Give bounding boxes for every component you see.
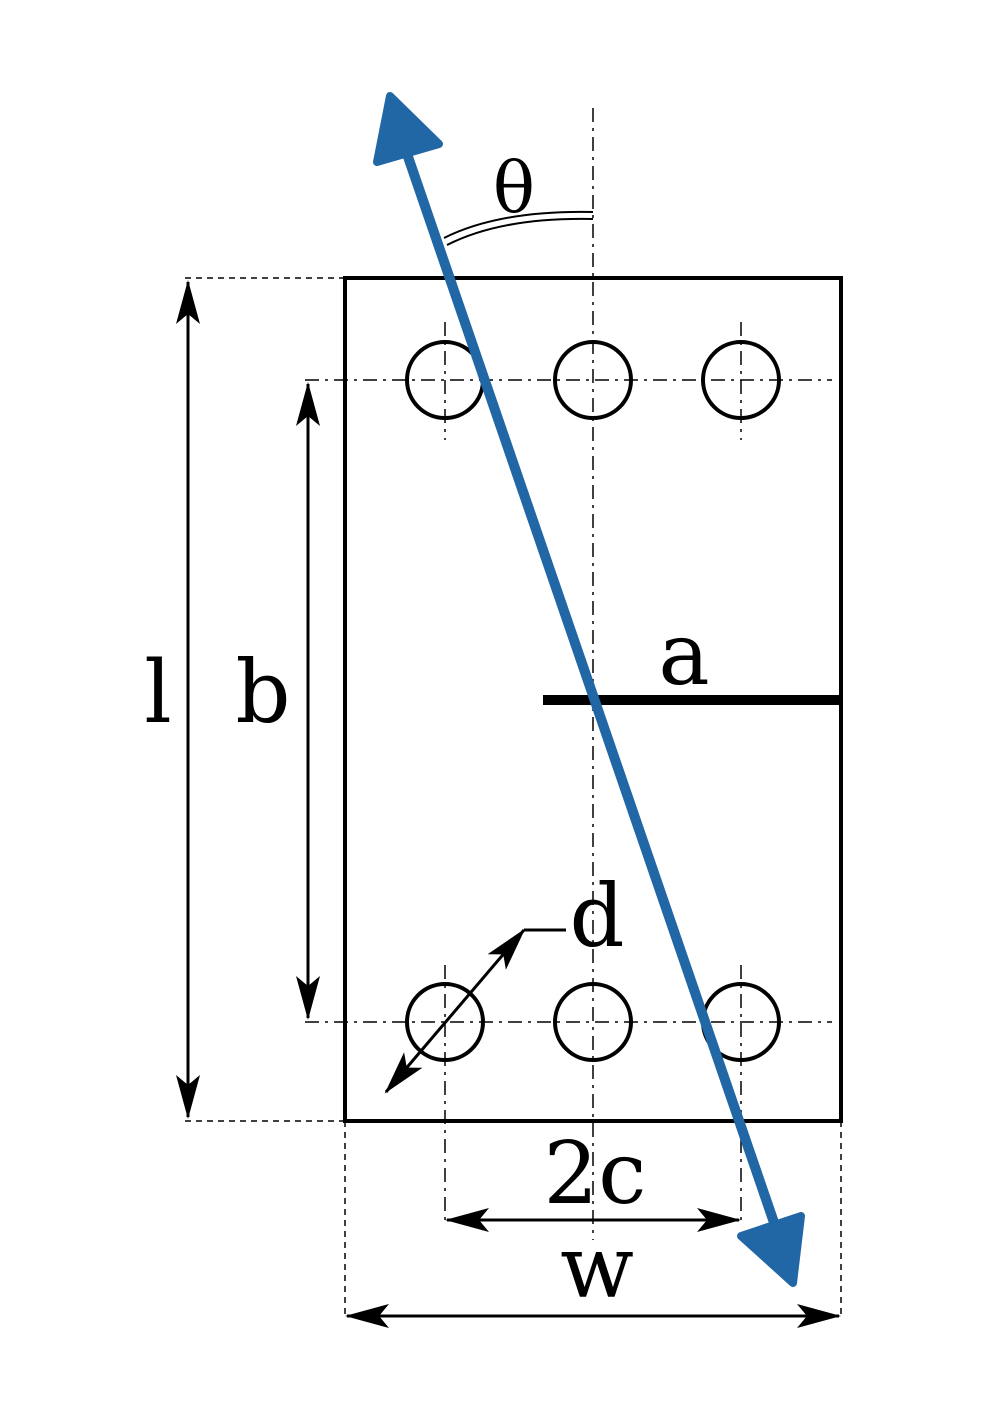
half-hole-pitch-label: 2c — [544, 1124, 647, 1224]
theta-label: θ — [493, 147, 535, 229]
length-label: l — [144, 643, 172, 743]
width-label: w — [560, 1218, 634, 1318]
crack-length-label: a — [658, 605, 709, 705]
hole-top-center — [553, 340, 633, 420]
hole-diameter-label: d — [569, 867, 624, 967]
load-arrow-head-top — [373, 92, 443, 166]
load-arrow-shaft — [400, 143, 785, 1245]
hole-top-right — [701, 340, 781, 420]
d-dimension-arrow — [384, 928, 526, 1094]
hole-bottom-center — [553, 982, 633, 1062]
theta-angle-arc — [443, 210, 594, 246]
load-direction-arrow — [373, 92, 805, 1287]
load-arrow-head-bottom — [737, 1212, 805, 1287]
hole-spacing-label: b — [235, 643, 290, 743]
dimension-arrows — [176, 280, 841, 1328]
extension-lines — [185, 277, 842, 1318]
